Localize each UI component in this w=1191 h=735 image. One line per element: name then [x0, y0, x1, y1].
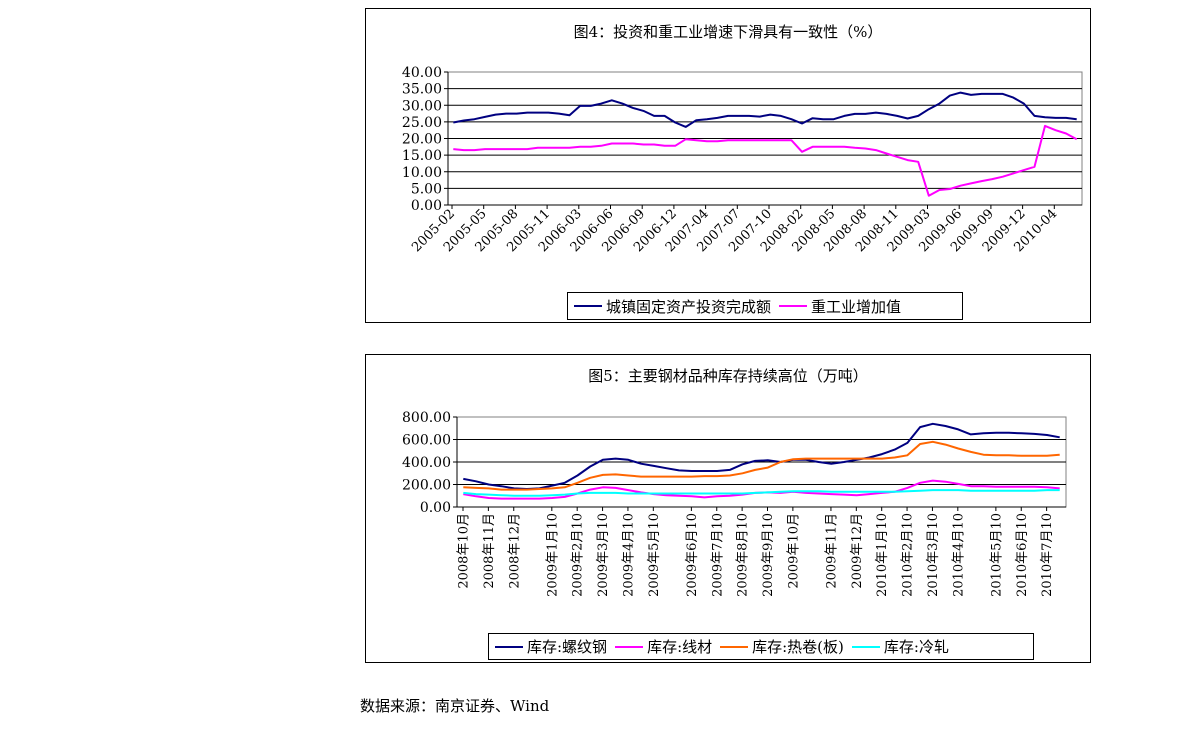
y-tick-label: 0.00 [420, 500, 451, 516]
legend-line-icon [574, 305, 602, 307]
x-tick-label: 2009年6月10 [685, 513, 700, 597]
chart-title: 图5：主要钢材品种库存持续高位（万吨） [588, 367, 868, 385]
x-tick-label: 2008年12月 [507, 513, 522, 589]
y-tick-label: 0.00 [411, 198, 442, 214]
legend-line-icon [779, 305, 808, 307]
line-chart-investment: 0.005.0010.0015.0020.0025.0030.0035.0040… [402, 65, 1083, 255]
series-line-3 [463, 489, 1060, 497]
series-line-2 [463, 440, 1060, 491]
y-tick-label: 40.00 [402, 65, 442, 81]
series-line-0 [463, 422, 1060, 490]
x-tick-label: 2010年6月10 [1015, 513, 1030, 597]
x-tick-label: 2009年9月10 [761, 513, 776, 597]
x-tick-label: 2009年8月10 [736, 513, 751, 597]
legend-label: 库存:线材 [647, 638, 713, 656]
legend-line-icon [495, 645, 523, 648]
chart-investment-heavy-industry: 图4：投资和重工业增速下滑具有一致性（%） 0.00 5.00 10.00 15.00… [365, 8, 1091, 323]
chart-steel-inventory: 图5：主要钢材品种库存持续高位（万吨） 0.00 200.00 400.00 600.… [365, 354, 1091, 663]
legend-label: 库存:热卷(板) [752, 638, 844, 656]
y-tick-label: 25.00 [402, 115, 442, 131]
legend-item-cold-rolled: 库存:冷轧 [851, 636, 949, 657]
x-tick-label: 2010年3月10 [926, 513, 941, 597]
x-tick-label: 2010年5月10 [989, 513, 1004, 597]
x-tick-label: 2009年1月10 [545, 513, 560, 597]
legend-line-icon [720, 645, 749, 648]
legend-item-heavy-industry: 重工业增加值 [779, 296, 901, 317]
x-tick-label: 2009年5月10 [647, 513, 662, 597]
y-tick-label: 400.00 [402, 455, 451, 471]
legend-item-hot-rolled: 库存:热卷(板) [720, 636, 844, 657]
x-tick-label: 2010年2月10 [901, 513, 916, 597]
legend-line-icon [615, 645, 644, 648]
legend-label: 城镇固定资产投资完成额 [606, 297, 772, 316]
legend-label: 重工业增加值 [811, 297, 902, 316]
legend-label: 库存:螺纹钢 [527, 638, 608, 656]
x-tick-label: 2008年11月 [482, 513, 497, 589]
y-tick-label: 5.00 [411, 181, 442, 197]
x-tick-label: 2009年7月10 [710, 513, 725, 597]
x-tick-label: 2009年11月 [824, 513, 839, 589]
x-tick-label: 2010年4月10 [951, 513, 966, 597]
x-tick-label: 2009年2月10 [571, 513, 586, 597]
chart-title: 图4：投资和重工业增速下滑具有一致性（%） [573, 23, 883, 41]
x-tick-label: 2009年12月 [850, 513, 865, 589]
y-tick-label: 600.00 [402, 433, 451, 449]
x-tick-label: 2009年10月 [786, 513, 801, 589]
y-tick-label: 200.00 [402, 478, 451, 494]
x-tick-label: 2009年3月10 [596, 513, 611, 597]
x-tick-label: 2009年4月10 [621, 513, 636, 597]
legend-item-wire-rod: 库存:线材 [615, 636, 712, 657]
chart-legend: 库存:螺纹钢 库存:线材 库存:热卷(板) 库存:冷轧 [488, 633, 1034, 660]
y-tick-label: 20.00 [402, 132, 442, 148]
y-tick-label: 35.00 [402, 82, 442, 98]
chart-legend: 城镇固定资产投资完成额 重工业增加值 [567, 292, 963, 320]
series-line-0 [453, 91, 1077, 128]
line-chart-steel-inventory: 0.00 200.00 400.00 600.00 800.00 2008年10月 2008… [402, 410, 1067, 597]
legend-label: 库存:冷轧 [883, 638, 949, 656]
legend-item-investment: 城镇固定资产投资完成额 [574, 296, 771, 317]
x-tick-label: 2010年7月10 [1040, 513, 1055, 597]
y-tick-label: 15.00 [402, 148, 442, 164]
y-tick-label: 10.00 [402, 165, 442, 181]
legend-line-icon [851, 645, 880, 648]
series-line-1 [453, 124, 1078, 197]
x-tick-label: 2010年1月10 [875, 513, 890, 597]
y-tick-label: 800.00 [402, 410, 451, 426]
legend-item-rebar: 库存:螺纹钢 [495, 636, 607, 657]
x-tick-label: 2008年10月 [457, 513, 472, 589]
data-source-note: 数据来源：南京证券、Wind [360, 697, 550, 715]
y-tick-label: 30.00 [402, 98, 442, 114]
